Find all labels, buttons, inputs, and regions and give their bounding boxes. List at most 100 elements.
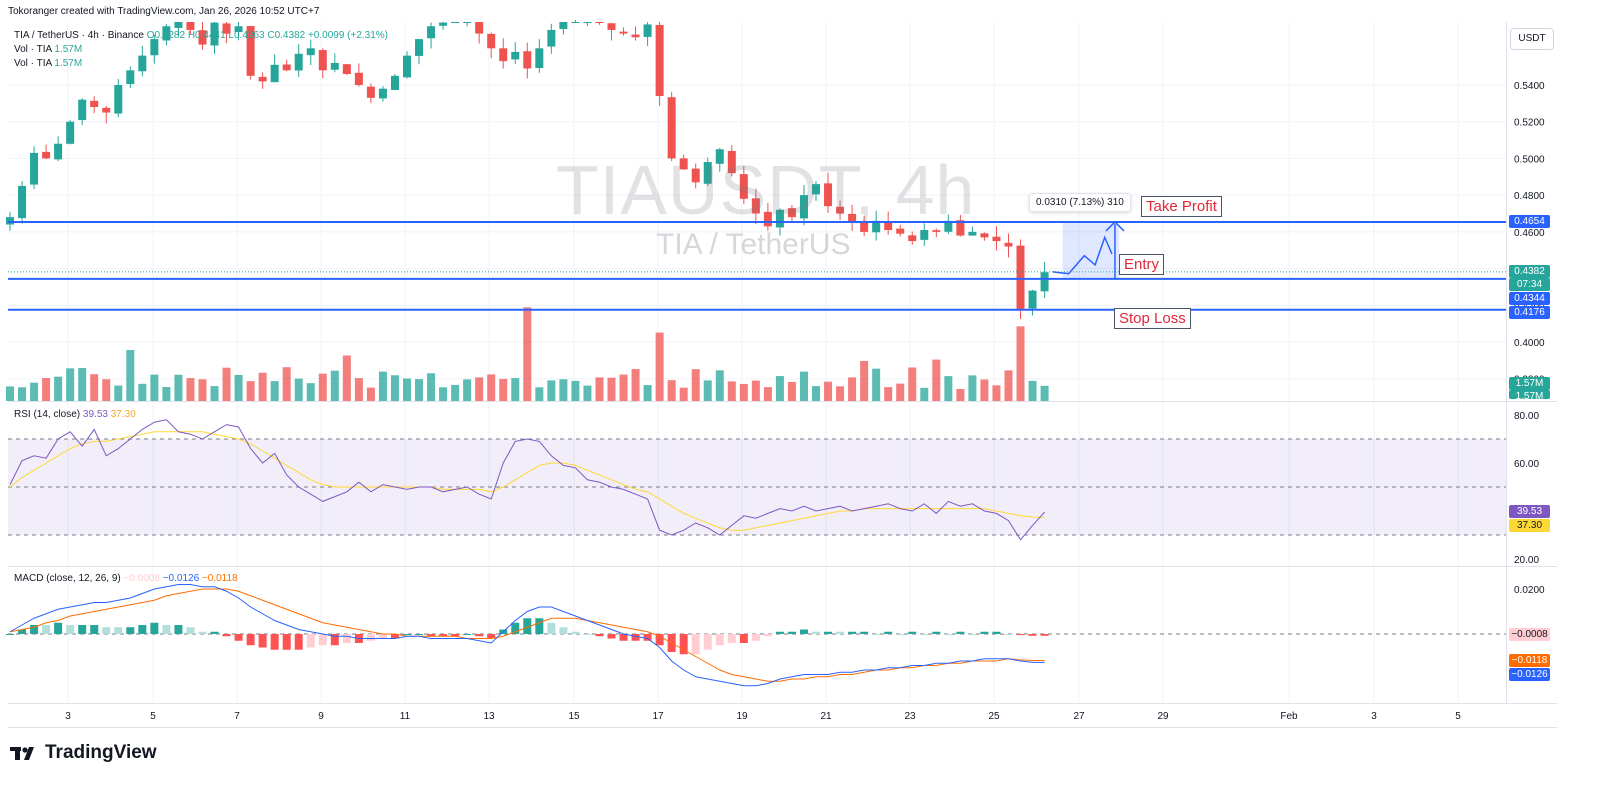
volume-bar — [1004, 370, 1013, 401]
volume-bar — [222, 367, 231, 401]
macd-histogram-bar — [836, 631, 845, 634]
volume-legend-label: Vol · TIA — [14, 58, 52, 69]
x-tick-label: 9 — [318, 711, 324, 722]
volume-bar — [174, 374, 183, 401]
take-profit-label[interactable]: Take Profit — [1141, 196, 1222, 217]
candle-body — [968, 231, 977, 236]
candle-body — [908, 235, 917, 242]
volume-legend-1[interactable]: Vol · TIA 1.57M — [14, 44, 82, 55]
projection-path[interactable] — [1052, 220, 1125, 279]
candle-body — [499, 48, 508, 62]
candle-body — [30, 152, 39, 185]
candle-body — [366, 86, 375, 98]
tradingview-logo[interactable]: TradingView — [10, 742, 157, 764]
macd-histogram-bar — [126, 627, 135, 634]
candle-body — [643, 24, 652, 37]
rsi-title: RSI (14, close) — [14, 409, 81, 420]
macd-histogram-bar — [619, 634, 628, 641]
volume-bar — [415, 379, 424, 401]
measure-arrow-head — [1105, 220, 1125, 232]
candle-body — [1040, 272, 1049, 292]
macd-histogram-bar — [763, 634, 772, 637]
macd-histogram-bar — [559, 627, 568, 634]
volume-bar — [234, 374, 243, 401]
currency-button[interactable]: USDT — [1510, 28, 1554, 50]
price-levels[interactable] — [8, 220, 1506, 311]
entry-price-tag: 0.4344 — [1509, 292, 1550, 305]
volume-bar — [342, 355, 351, 401]
macd-histogram-bar — [66, 625, 75, 634]
volume-bar — [691, 369, 700, 401]
high-value: H0.4441 — [187, 30, 226, 41]
measure-tooltip: 0.0310 (7.13%) 310 — [1029, 193, 1131, 212]
candle-body — [535, 48, 544, 68]
macd-histogram-bar — [162, 625, 171, 634]
x-tick-label: 13 — [483, 711, 495, 722]
macd-histogram-bar — [535, 618, 544, 634]
last-price-tag: 0.4382 — [1509, 265, 1550, 278]
macd-histogram-bar — [150, 622, 159, 634]
macd-histogram-bar — [908, 631, 917, 634]
volume-bar — [246, 381, 255, 401]
volume-legend-2[interactable]: Vol · TIA 1.57M — [14, 58, 82, 69]
volume-bar — [499, 378, 508, 401]
volume-bar — [824, 381, 833, 401]
rsi-legend[interactable]: RSI (14, close) 39.53 37.30 — [14, 409, 136, 420]
rsi-ma-tag: 37.30 — [1509, 519, 1550, 532]
candle-body — [739, 174, 748, 199]
macd-histogram-bar — [415, 634, 424, 635]
macd-legend[interactable]: MACD (close, 12, 26, 9) −0.0008 −0.0126 … — [14, 573, 238, 584]
macd-histogram-bar — [78, 625, 87, 634]
candle-body — [824, 183, 833, 207]
macd-histogram-bar — [1016, 634, 1025, 636]
candle-body — [270, 64, 279, 83]
candle-body — [439, 22, 448, 26]
macd-histogram-bar — [607, 634, 616, 639]
candle-body — [487, 33, 496, 49]
x-tick-label: 23 — [904, 711, 916, 722]
macd-histogram-bar — [30, 625, 39, 634]
price-tick-label: 0.4800 — [1514, 191, 1545, 202]
volume-bar — [475, 377, 484, 401]
macd-line — [9, 584, 1045, 687]
candle-body — [836, 206, 845, 214]
volume-bar — [511, 378, 520, 401]
macd-histogram-bar — [475, 634, 484, 637]
candle-body — [896, 228, 905, 234]
volume-bar — [102, 379, 111, 401]
candle-body — [944, 220, 953, 232]
candle-body — [186, 22, 195, 30]
macd-histogram-bar — [956, 631, 965, 634]
candle-body — [354, 72, 363, 85]
macd-histogram-bar — [848, 631, 857, 634]
chart-attribution: Tokoranger created with TradingView.com,… — [8, 6, 320, 17]
candle-body — [66, 121, 75, 144]
candle-body — [607, 23, 616, 30]
macd-signal-value: −0.0118 — [201, 573, 238, 584]
stop-loss-label[interactable]: Stop Loss — [1114, 308, 1191, 329]
volume-bar — [523, 307, 532, 401]
macd-signal-tag: −0.0118 — [1509, 654, 1550, 667]
volume-bar — [402, 378, 411, 401]
volume-bar — [763, 387, 772, 401]
price-tick-label: 0.5000 — [1514, 154, 1545, 165]
volume-bar — [619, 374, 628, 401]
chart-grid — [8, 22, 1506, 703]
macd-histogram-bar — [812, 631, 821, 634]
volume-legend-value: 1.57M — [54, 44, 83, 55]
volume-bar — [90, 374, 99, 401]
volume-bar — [583, 385, 592, 401]
macd-histogram-bar — [775, 631, 784, 634]
rsi-ma-line — [9, 431, 1045, 531]
macd-histogram-bar — [655, 634, 664, 646]
macd-line-value: −0.0126 — [162, 573, 200, 584]
macd-histogram-bar — [872, 634, 881, 635]
volume-bar — [944, 376, 953, 401]
entry-label[interactable]: Entry — [1119, 254, 1165, 275]
volume-bar — [667, 380, 676, 401]
macd-histogram-bar — [715, 634, 724, 646]
macd-histogram-bar — [330, 634, 339, 646]
candle-body — [222, 23, 231, 34]
volume-bar — [270, 381, 279, 401]
